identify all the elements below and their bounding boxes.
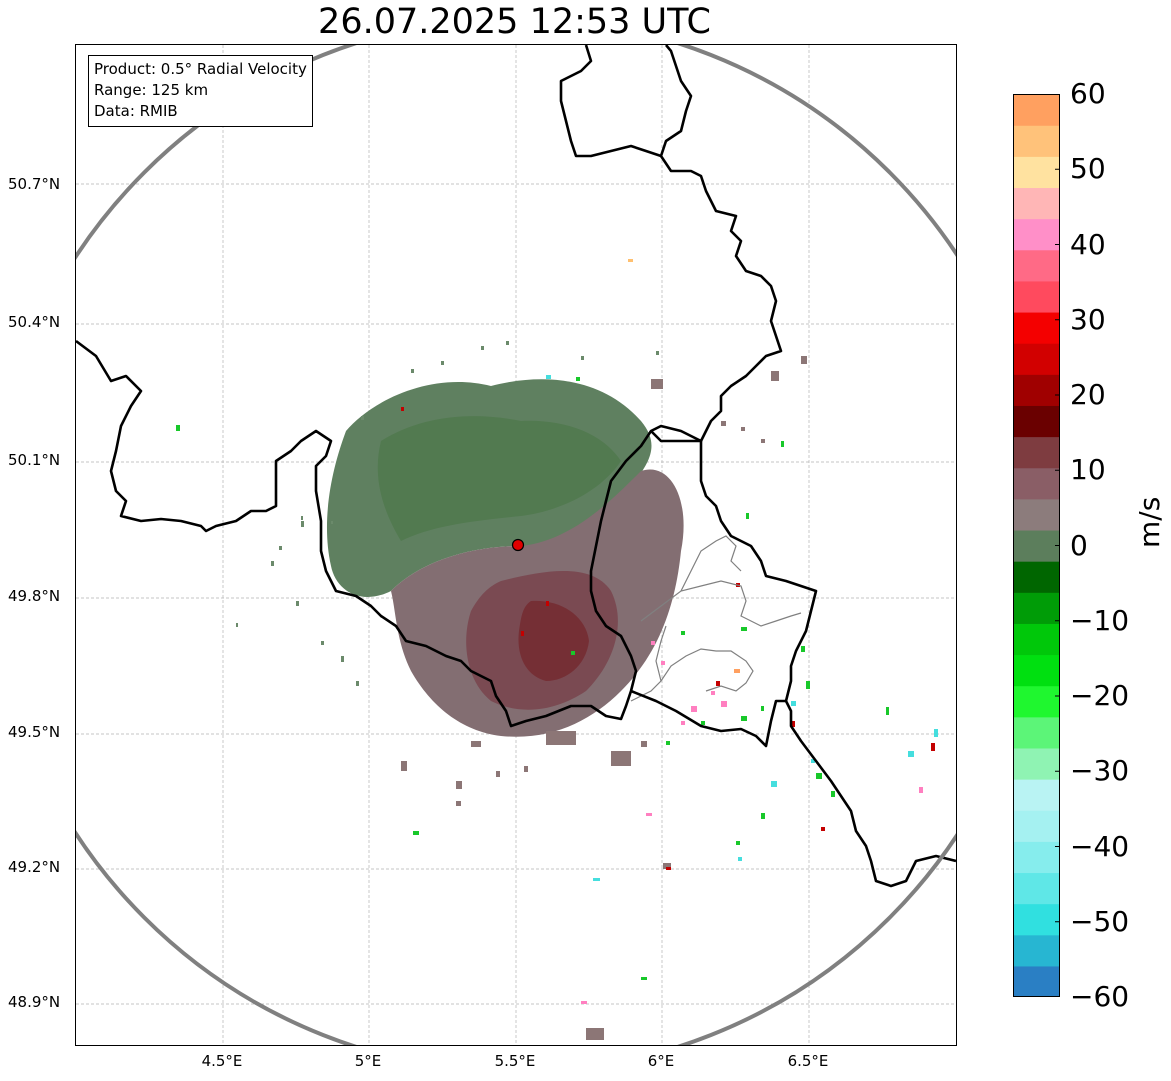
colorbar-segment <box>1013 280 1060 313</box>
colorbar-segment <box>1013 592 1060 624</box>
colorbar-segment <box>1013 623 1060 656</box>
colorbar-segment <box>1013 716 1060 749</box>
lon-label-5: 5°E <box>354 1052 382 1070</box>
border-luxembourg-north <box>650 430 701 443</box>
echo-speckle-orange-2 <box>734 669 740 673</box>
colorbar-tick-label: 30 <box>1070 302 1106 336</box>
colorbar-segment <box>1013 187 1060 220</box>
echo-speckle-cyan <box>546 375 938 881</box>
product-label: Product: 0.5° Radial Velocity <box>94 60 307 78</box>
lat-label-50.7: 50.7°N <box>8 175 61 193</box>
radar-echoes <box>176 113 938 1040</box>
colorbar-tick-label: −10 <box>1070 603 1130 637</box>
colorbar-tick-label: −30 <box>1070 754 1130 788</box>
product-info-box: Product: 0.5° Radial Velocity Range: 125… <box>88 55 313 127</box>
lon-label-4.5: 4.5°E <box>201 1052 243 1070</box>
colorbar-tick-label: 40 <box>1070 227 1106 261</box>
echo-speckle-green <box>176 113 889 980</box>
colorbar-segment <box>1013 218 1060 251</box>
radar-site-marker <box>511 538 525 552</box>
lon-label-5.5: 5.5°E <box>494 1052 536 1070</box>
colorbar-segment <box>1013 779 1060 811</box>
colorbar-tick-label: 20 <box>1070 378 1106 411</box>
lat-label-49.8: 49.8°N <box>8 587 61 605</box>
internal-borders <box>630 535 802 702</box>
colorbar-segment <box>1013 841 1060 874</box>
border-france-belgium-west <box>76 45 783 728</box>
colorbar-segment <box>1013 467 1060 500</box>
colorbar-tick-label: 60 <box>1070 77 1106 110</box>
colorbar-segment <box>1013 94 1060 126</box>
colorbar-segment <box>1013 311 1060 344</box>
colorbar-segment <box>1013 561 1060 593</box>
chart-title: 26.07.2025 12:53 UTC <box>318 2 711 42</box>
border-north-segment <box>559 45 662 158</box>
radar-map[interactable] <box>75 44 957 1046</box>
colorbar-segment <box>1013 498 1060 531</box>
lat-label-48.9: 48.9°N <box>8 993 61 1011</box>
colorbar-segment <box>1013 436 1060 469</box>
echo-speckle-orange <box>628 259 633 262</box>
colorbar-segment <box>1013 872 1060 905</box>
colorbar-tick-label: −50 <box>1070 904 1130 938</box>
colorbar-unit-label: m/s <box>1133 496 1166 548</box>
colorbar-segment <box>1013 343 1060 375</box>
colorbar-segment <box>1013 249 1060 282</box>
range-label: Range: 125 km <box>94 81 209 99</box>
radar-map-canvas <box>76 45 956 1045</box>
lat-label-49.5: 49.5°N <box>8 723 61 741</box>
colorbar-segment <box>1013 747 1060 780</box>
lat-label-50.1: 50.1°N <box>8 451 61 469</box>
colorbar-segment <box>1013 156 1060 189</box>
echo-speckle <box>236 341 659 686</box>
colorbar-tick-label: −60 <box>1070 980 1130 1013</box>
colorbar-tick-label: −20 <box>1070 679 1130 712</box>
border-luxembourg-east <box>699 441 956 888</box>
colorbar-segment <box>1013 654 1060 687</box>
colorbar-tick-label: 50 <box>1070 152 1106 186</box>
lon-label-6.5: 6.5°E <box>787 1052 829 1070</box>
colorbar-segment <box>1013 965 1060 997</box>
velocity-colorbar <box>1013 94 1060 997</box>
echo-speckle-pink <box>581 641 923 1004</box>
colorbar-tick-label: 10 <box>1070 453 1106 487</box>
colorbar-segment <box>1013 685 1060 718</box>
colorbar-segment <box>1013 903 1060 936</box>
lat-label-49.2: 49.2°N <box>8 858 61 876</box>
echo-approaching-core <box>377 416 621 541</box>
echo-receding-strong <box>518 600 589 681</box>
colorbar-segment <box>1013 405 1060 438</box>
lat-label-50.4: 50.4°N <box>8 313 61 331</box>
country-borders <box>76 45 956 888</box>
colorbar-segment <box>1013 529 1060 562</box>
colorbar-tick-label: −40 <box>1070 829 1130 863</box>
border-luxembourg-south <box>630 689 786 748</box>
colorbar-segment <box>1013 810 1060 842</box>
lon-label-6: 6°E <box>647 1052 675 1070</box>
colorbar-segment <box>1013 125 1060 157</box>
colorbar-segment <box>1013 374 1060 406</box>
echo-speckle-brown <box>401 356 807 1040</box>
colorbar-tick-label: 0 <box>1070 528 1088 562</box>
data-source-label: Data: RMIB <box>94 102 178 120</box>
colorbar-segment <box>1013 934 1060 967</box>
